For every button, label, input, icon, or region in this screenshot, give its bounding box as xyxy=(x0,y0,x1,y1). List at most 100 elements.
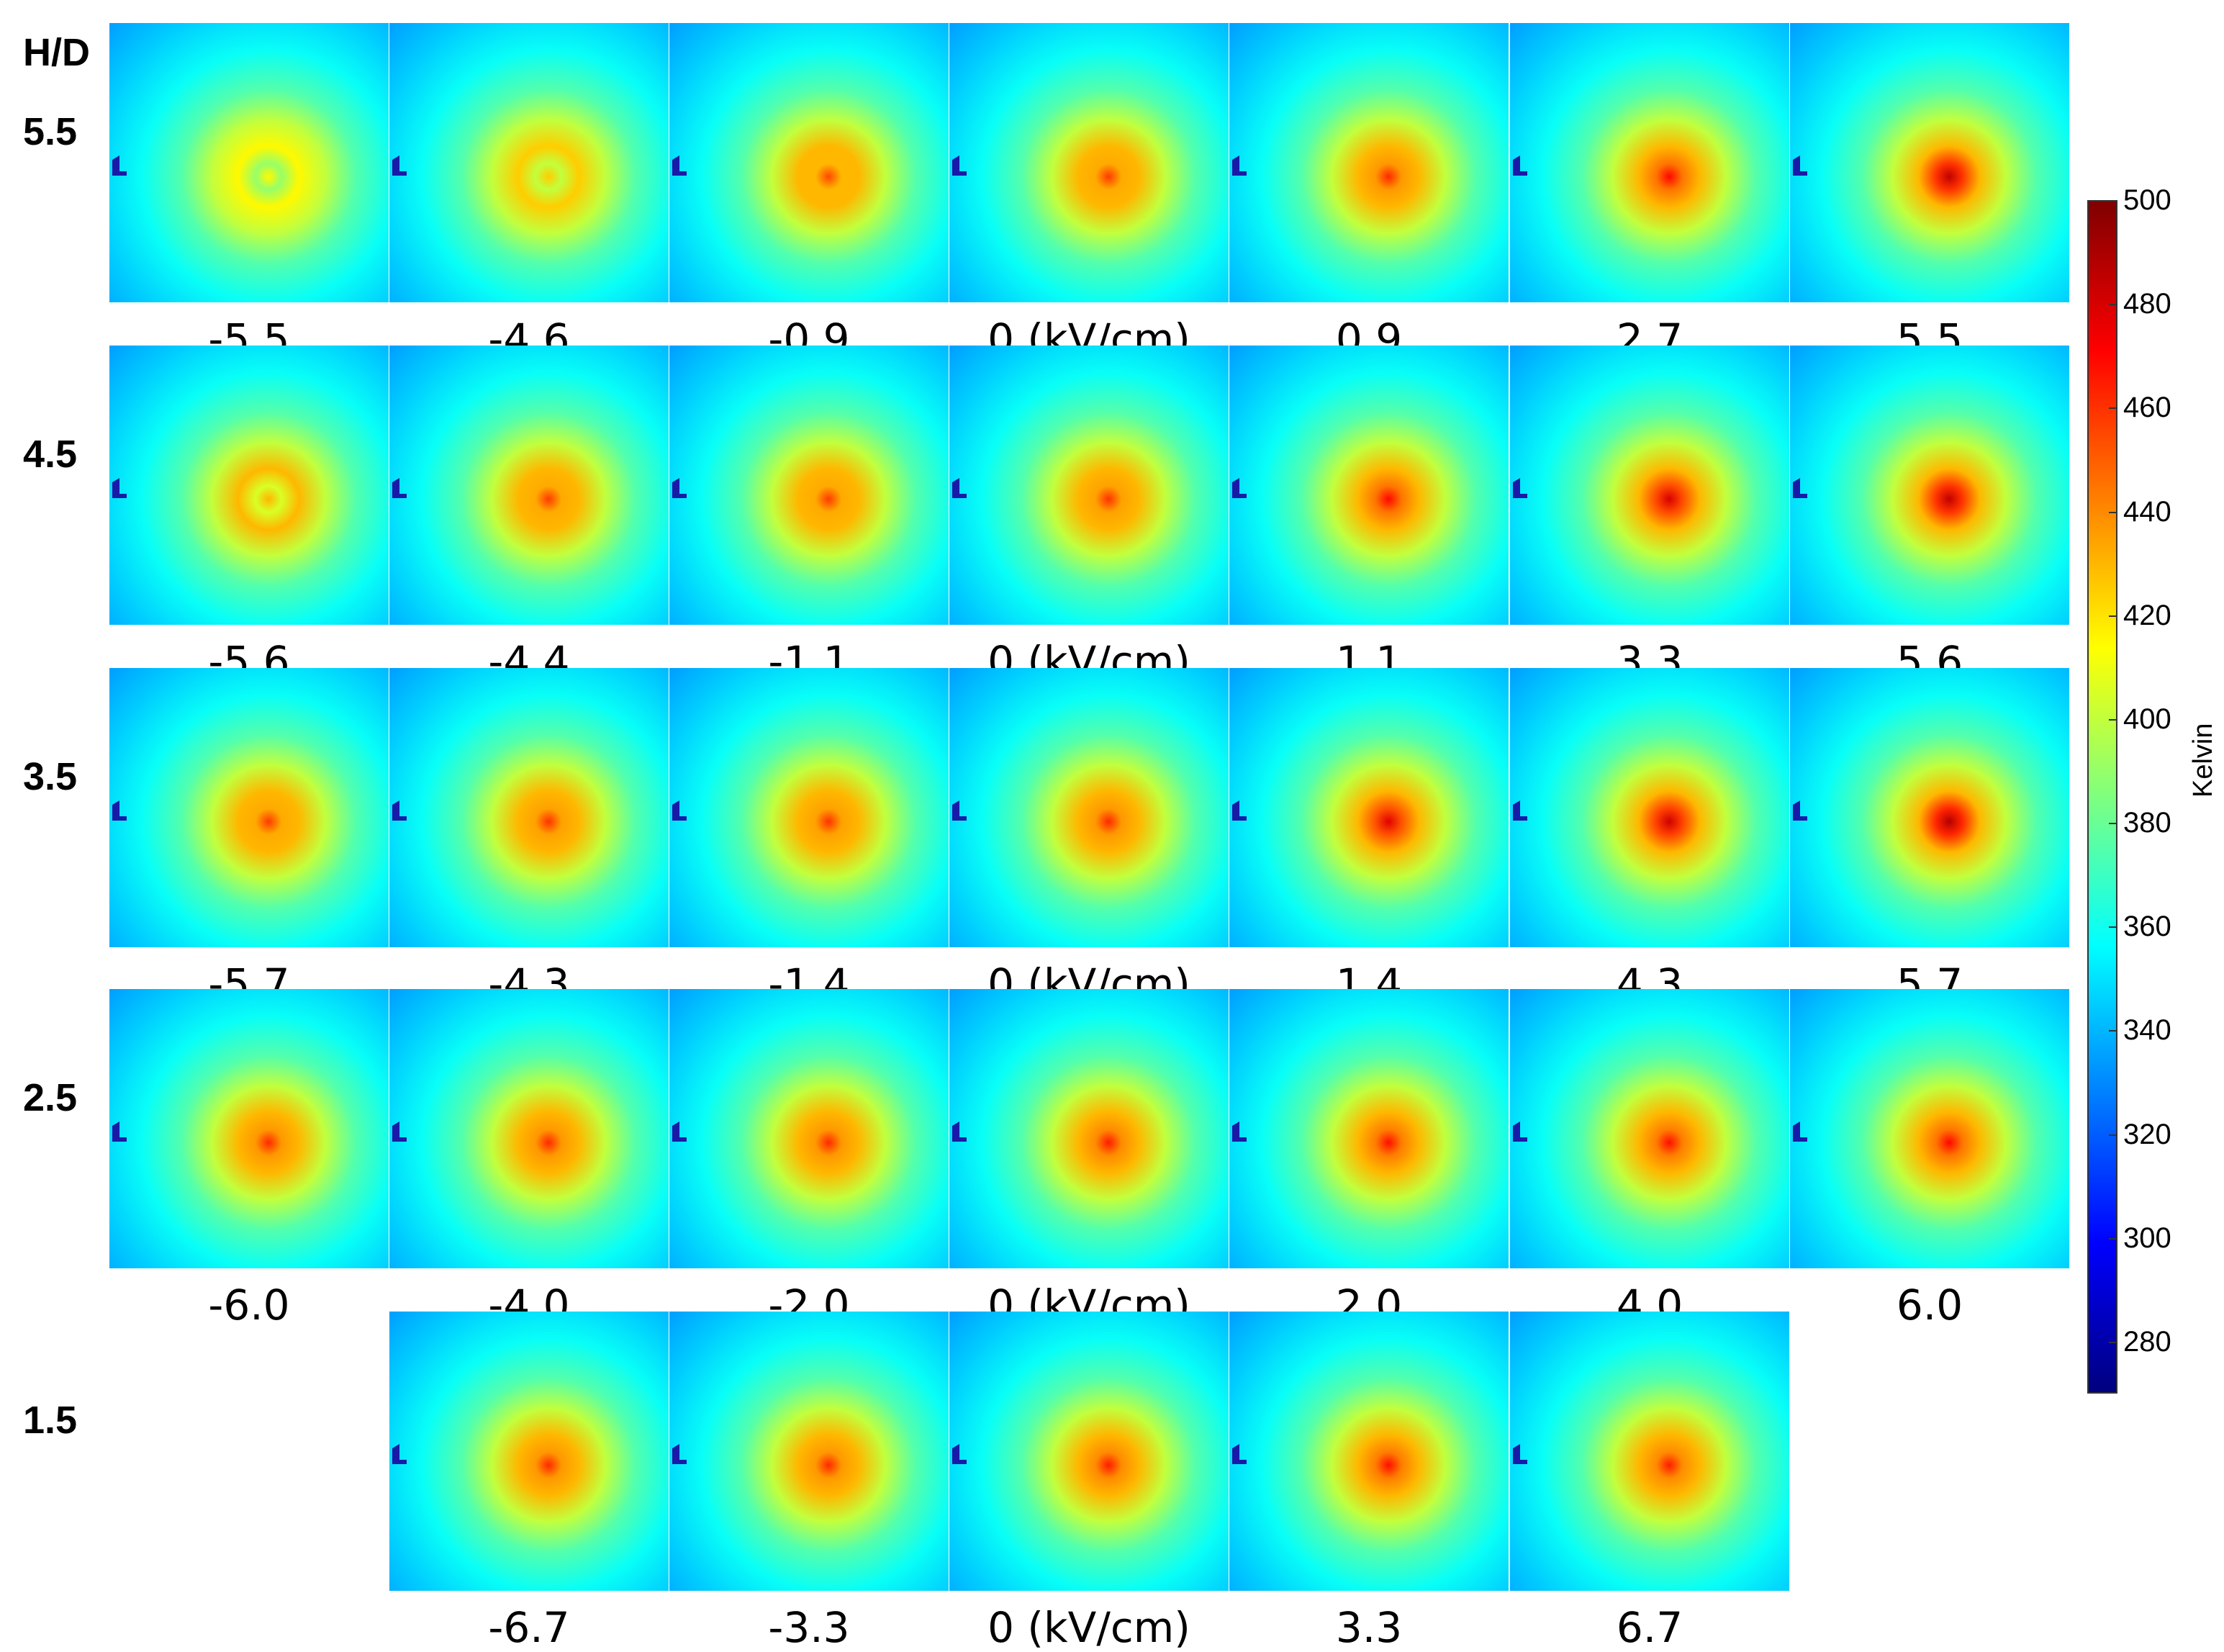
temperature-field xyxy=(389,1312,669,1591)
hd-row-label: 5.5 xyxy=(23,110,78,153)
temperature-map-tile xyxy=(1510,1312,1789,1591)
hd-row-label: 2.5 xyxy=(23,1076,78,1119)
temperature-map-tile xyxy=(669,989,949,1268)
colorbar-tick-label: 320 xyxy=(2123,1118,2171,1150)
electrode-marker xyxy=(392,1121,407,1142)
electrode-marker xyxy=(1513,478,1527,498)
temperature-map-tile xyxy=(669,668,949,947)
temperature-map-tile xyxy=(1790,989,2069,1268)
temperature-field xyxy=(1229,668,1509,947)
electrode-marker xyxy=(1513,1121,1527,1142)
temperature-field xyxy=(669,989,949,1268)
temperature-map xyxy=(669,346,949,625)
colorbar-tickmark xyxy=(2109,1030,2117,1032)
temperature-field xyxy=(949,1312,1229,1591)
temperature-map-tile xyxy=(389,989,669,1268)
temperature-field xyxy=(669,346,949,625)
temperature-map-tile xyxy=(1790,346,2069,625)
field-strength-label: 3.3 xyxy=(1335,1603,1403,1652)
temperature-map xyxy=(1510,1312,1789,1591)
temperature-map-tile xyxy=(1510,23,1789,302)
temperature-map-tile xyxy=(1229,989,1509,1268)
temperature-map-tile xyxy=(1229,1312,1509,1591)
colorbar-tick-label: 500 xyxy=(2123,184,2171,216)
temperature-field xyxy=(949,989,1229,1268)
colorbar-tick-label: 340 xyxy=(2123,1014,2171,1047)
temperature-field xyxy=(1229,23,1509,302)
temperature-map xyxy=(109,23,389,302)
electrode-marker xyxy=(1793,1121,1807,1142)
temperature-map-tile xyxy=(389,668,669,947)
temperature-map xyxy=(949,346,1229,625)
colorbar-unit-label: Kelvin xyxy=(2188,723,2218,798)
colorbar-tick-label: 400 xyxy=(2123,703,2171,735)
colorbar-tickmark xyxy=(2109,1341,2117,1343)
field-strength-label: 0 (kV/cm) xyxy=(987,1603,1190,1652)
electrode-marker xyxy=(672,800,687,821)
colorbar-tickmark xyxy=(2109,1237,2117,1240)
colorbar-tickmark xyxy=(2109,200,2117,202)
temperature-map-tile xyxy=(109,346,389,625)
electrode-marker xyxy=(112,155,127,176)
electrode-marker xyxy=(672,478,687,498)
colorbar-tickmark xyxy=(2109,304,2117,306)
colorbar-tick-label: 380 xyxy=(2123,807,2171,839)
temperature-field xyxy=(1229,989,1509,1268)
temperature-field xyxy=(669,668,949,947)
colorbar-tick-label: 480 xyxy=(2123,288,2171,320)
temperature-map-tile xyxy=(949,23,1229,302)
temperature-map xyxy=(949,989,1229,1268)
temperature-field xyxy=(1510,989,1789,1268)
temperature-field xyxy=(109,346,389,625)
temperature-field xyxy=(109,989,389,1268)
temperature-field xyxy=(1790,989,2069,1268)
electrode-marker xyxy=(1232,1444,1247,1464)
temperature-map xyxy=(1510,23,1789,302)
temperature-map xyxy=(1790,989,2069,1268)
temperature-field xyxy=(1510,346,1789,625)
temperature-map-tile xyxy=(1229,346,1509,625)
electrode-marker xyxy=(952,478,967,498)
temperature-map-tile xyxy=(1790,668,2069,947)
electrode-marker xyxy=(1232,1121,1247,1142)
temperature-map-tile xyxy=(669,1312,949,1591)
electrode-marker xyxy=(672,155,687,176)
electrode-marker xyxy=(952,1444,967,1464)
temperature-field xyxy=(949,23,1229,302)
colorbar-tickmark xyxy=(2109,823,2117,825)
temperature-map xyxy=(949,668,1229,947)
temperature-field xyxy=(389,346,669,625)
field-strength-label: -6.0 xyxy=(208,1281,290,1330)
temperature-map xyxy=(1790,668,2069,947)
temperature-field xyxy=(669,1312,949,1591)
electrode-marker xyxy=(1513,155,1527,176)
temperature-field xyxy=(949,668,1229,947)
electrode-marker xyxy=(392,478,407,498)
temperature-map xyxy=(389,668,669,947)
temperature-field xyxy=(389,989,669,1268)
temperature-map xyxy=(1229,346,1509,625)
temperature-map xyxy=(949,23,1229,302)
temperature-map xyxy=(1229,1312,1509,1591)
temperature-map-tile xyxy=(1510,346,1789,625)
temperature-map-tile xyxy=(109,989,389,1268)
hd-row-label: 3.5 xyxy=(23,755,78,798)
temperature-field xyxy=(1510,1312,1789,1591)
field-strength-label: -3.3 xyxy=(768,1603,850,1652)
temperature-map-tile xyxy=(949,346,1229,625)
temperature-map-tile xyxy=(1229,23,1509,302)
hd-row-label: 4.5 xyxy=(23,433,78,476)
electrode-marker xyxy=(952,1121,967,1142)
temperature-field xyxy=(389,23,669,302)
temperature-field xyxy=(1229,1312,1509,1591)
colorbar-tick-label: 440 xyxy=(2123,495,2171,528)
temperature-map xyxy=(1229,989,1509,1268)
temperature-map-tile xyxy=(1510,668,1789,947)
temperature-map-tile xyxy=(1229,668,1509,947)
temperature-field xyxy=(109,668,389,947)
colorbar-tick-label: 460 xyxy=(2123,392,2171,424)
field-strength-label: 6.7 xyxy=(1616,1603,1683,1652)
electrode-marker xyxy=(1513,1444,1527,1464)
field-strength-label: 6.0 xyxy=(1896,1281,1963,1330)
temperature-map xyxy=(949,1312,1229,1591)
